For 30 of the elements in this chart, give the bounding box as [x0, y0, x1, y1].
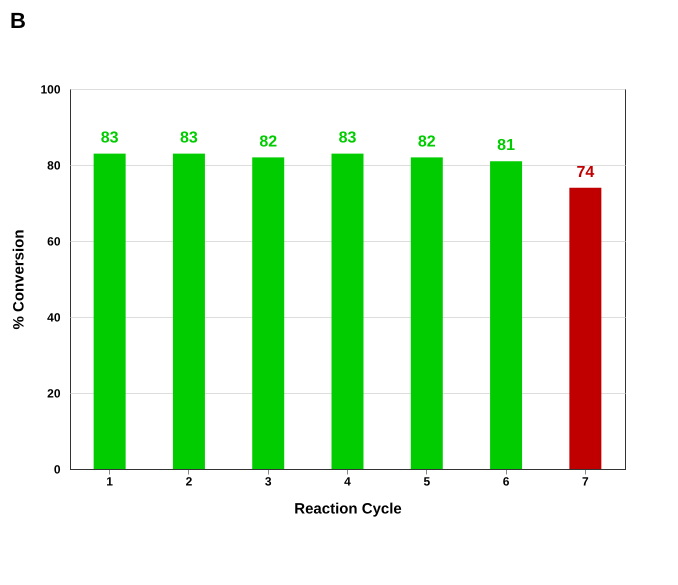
- data-label: 82: [418, 133, 436, 150]
- x-axis-title: Reaction Cycle: [294, 500, 402, 518]
- y-tick-label: 20: [47, 386, 61, 400]
- x-tick-label: 2: [186, 474, 193, 488]
- data-label: 83: [338, 130, 356, 147]
- x-tick-label: 5: [423, 474, 430, 488]
- data-label: 83: [180, 130, 198, 147]
- bar: [490, 161, 522, 469]
- y-axis-title: % Conversion: [10, 229, 28, 330]
- bar: [569, 188, 602, 469]
- data-label: 83: [100, 130, 119, 147]
- x-tick-label: 6: [502, 474, 510, 488]
- x-tick-label: 1: [106, 474, 114, 488]
- bar: [94, 154, 126, 469]
- y-tick-label: 80: [47, 158, 61, 172]
- bar: [172, 154, 205, 469]
- bar: [332, 154, 364, 469]
- chart-title: B: [10, 8, 26, 33]
- data-label: 82: [259, 133, 278, 150]
- x-tick-label: 7: [582, 474, 590, 488]
- y-tick-label: 0: [54, 462, 61, 476]
- bar: [410, 157, 443, 469]
- x-tick-label: 3: [264, 474, 272, 488]
- data-label: 74: [576, 164, 594, 181]
- bar: [252, 157, 284, 469]
- y-tick-label: 60: [47, 234, 61, 248]
- y-tick-label: 100: [40, 82, 61, 96]
- data-label: 81: [497, 137, 516, 154]
- y-tick-label: 40: [47, 310, 61, 324]
- x-tick-label: 4: [344, 474, 352, 488]
